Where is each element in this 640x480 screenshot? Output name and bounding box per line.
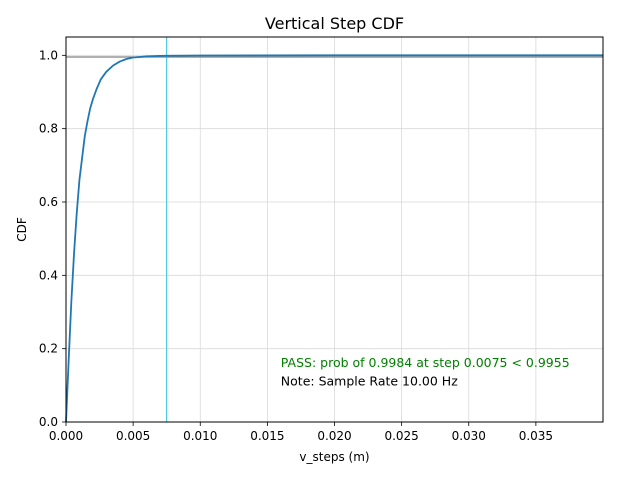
x-tick-label: 0.020 xyxy=(317,429,351,443)
annotation-text: PASS: prob of 0.9984 at step 0.0075 < 0.… xyxy=(281,355,570,370)
x-tick-label: 0.015 xyxy=(250,429,284,443)
y-axis-ticks: 0.0 0.2 0.4 0.6 0.8 1.0 xyxy=(39,48,66,429)
y-tick-label: 0.2 xyxy=(39,342,58,356)
x-tick-label: 0.025 xyxy=(384,429,418,443)
annotations: PASS: prob of 0.9984 at step 0.0075 < 0.… xyxy=(281,355,570,388)
x-tick-label: 0.000 xyxy=(49,429,83,443)
x-axis-label: v_steps (m) xyxy=(299,450,369,464)
x-tick-label: 0.035 xyxy=(519,429,553,443)
x-tick-label: 0.030 xyxy=(452,429,486,443)
x-tick-label: 0.005 xyxy=(116,429,150,443)
chart-title: Vertical Step CDF xyxy=(265,14,404,33)
cdf-series-line xyxy=(65,54,603,423)
y-tick-label: 1.0 xyxy=(39,48,58,62)
series-layer xyxy=(65,54,603,423)
annotation-text: Note: Sample Rate 10.00 Hz xyxy=(281,373,458,388)
reference-lines xyxy=(66,37,603,422)
y-tick-label: 0.6 xyxy=(39,195,58,209)
y-tick-label: 0.0 xyxy=(39,415,58,429)
x-tick-label: 0.010 xyxy=(183,429,217,443)
y-tick-label: 0.4 xyxy=(39,268,58,282)
y-tick-label: 0.8 xyxy=(39,122,58,136)
x-axis-ticks: 0.000 0.005 0.010 0.015 0.020 0.025 0.030 0.035 xyxy=(49,422,553,443)
y-axis-label: CDF xyxy=(15,217,29,242)
